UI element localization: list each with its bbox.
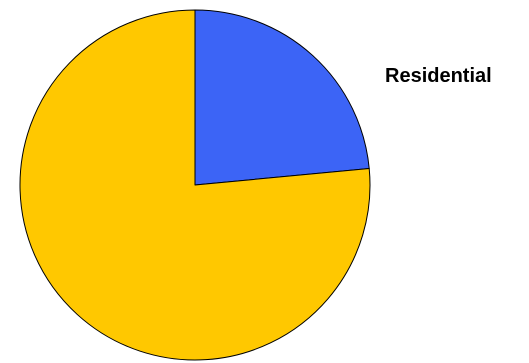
- pie-slices: [19, 9, 371, 361]
- slice-label-residential: Residential: [385, 65, 492, 87]
- pie-slice-2: [19, 9, 371, 361]
- pie-slice-residential: [194, 9, 370, 186]
- pie-labels: Residential: [385, 65, 492, 87]
